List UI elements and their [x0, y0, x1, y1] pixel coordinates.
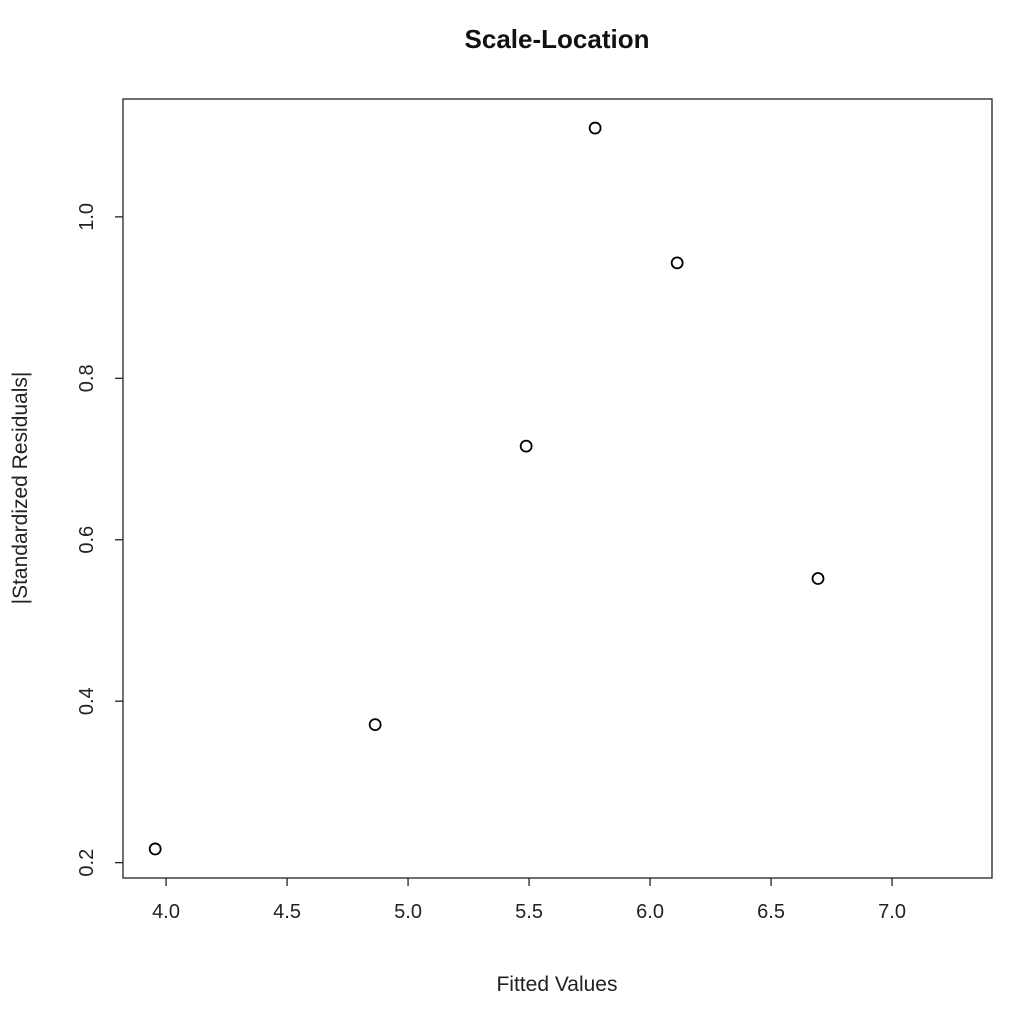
data-point	[670, 256, 684, 270]
y-tick-label: 0.2	[76, 849, 98, 877]
chart-title: Scale-Location	[465, 24, 650, 54]
y-axis-label: |Standardized Residuals|	[9, 372, 32, 605]
x-axis: 4.0 4.5 5.0 5.5 6.0 6.5 7.0	[152, 878, 906, 923]
data-point	[148, 842, 162, 856]
x-tick-label: 5.0	[394, 901, 422, 923]
y-axis: 0.2 0.4 0.6 0.8 1.0	[76, 203, 123, 877]
y-tick-label: 0.4	[76, 687, 98, 715]
data-points	[148, 121, 825, 856]
x-tick-label: 6.5	[757, 901, 785, 923]
data-point	[588, 121, 602, 135]
y-tick-label: 1.0	[76, 203, 98, 231]
data-point	[811, 572, 825, 585]
x-tick-label: 4.5	[273, 901, 301, 923]
x-tick-label: 5.5	[515, 901, 543, 923]
x-tick-label: 4.0	[152, 901, 180, 923]
data-point	[368, 718, 382, 732]
x-tick-label: 6.0	[636, 901, 664, 923]
x-tick-label: 7.0	[878, 901, 906, 923]
y-tick-label: 0.8	[76, 364, 98, 392]
y-tick-label: 0.6	[76, 526, 98, 554]
x-axis-label: Fitted Values	[496, 973, 617, 996]
data-point	[519, 439, 533, 453]
plot-frame	[122, 98, 993, 879]
